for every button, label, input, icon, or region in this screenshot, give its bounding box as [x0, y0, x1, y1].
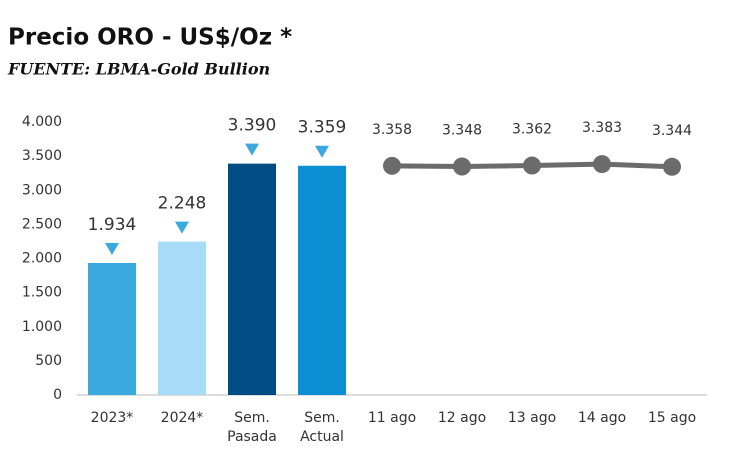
point: [593, 155, 611, 174]
x-tick-label: Sem. Pasada: [227, 410, 277, 445]
x-tick-label: 2023*: [91, 410, 134, 426]
point: [523, 156, 541, 175]
y-tick-label: 1.000: [22, 319, 62, 335]
bar: [228, 163, 276, 395]
y-tick-label: 1.500: [22, 285, 62, 301]
x-tick-label: 11 ago: [368, 410, 416, 426]
marker-triangle: [245, 143, 259, 156]
x-tick-label: 12 ago: [438, 410, 486, 426]
value-label: 3.358: [372, 122, 412, 138]
value-label: 1.934: [88, 215, 137, 235]
point: [383, 156, 401, 175]
bar: [88, 263, 136, 395]
value-label: 3.383: [582, 120, 622, 136]
bar: [158, 241, 206, 395]
x-tick-label: 15 ago: [648, 410, 696, 426]
x-tick-label: Sem. Actual: [300, 410, 344, 445]
x-tick-label: 2024*: [161, 410, 204, 426]
value-label: 3.362: [512, 122, 552, 138]
x-tick-label: 14 ago: [578, 410, 626, 426]
marker-triangle: [175, 221, 189, 234]
y-tick-label: 0: [53, 387, 62, 403]
y-tick-label: 4.000: [22, 114, 62, 130]
value-label: 3.359: [298, 118, 347, 138]
value-label: 3.390: [228, 116, 277, 136]
x-tick-label: 13 ago: [508, 410, 556, 426]
marker-triangle: [315, 145, 329, 158]
chart-title: Precio ORO - US$/Oz *: [8, 25, 292, 51]
marker-triangle: [105, 243, 119, 256]
value-label: 2.248: [158, 194, 207, 214]
point: [453, 157, 471, 176]
value-label: 3.348: [442, 122, 482, 138]
y-tick-label: 500: [35, 353, 62, 369]
chart-subtitle: FUENTE: LBMA-Gold Bullion: [7, 60, 270, 79]
y-tick-label: 2.500: [22, 216, 62, 232]
y-tick-label: 3.000: [22, 182, 62, 198]
y-tick-label: 2.000: [22, 251, 62, 267]
y-tick-label: 3.500: [22, 148, 62, 164]
bar: [298, 165, 346, 395]
value-label: 3.344: [652, 123, 692, 139]
point: [663, 157, 681, 176]
